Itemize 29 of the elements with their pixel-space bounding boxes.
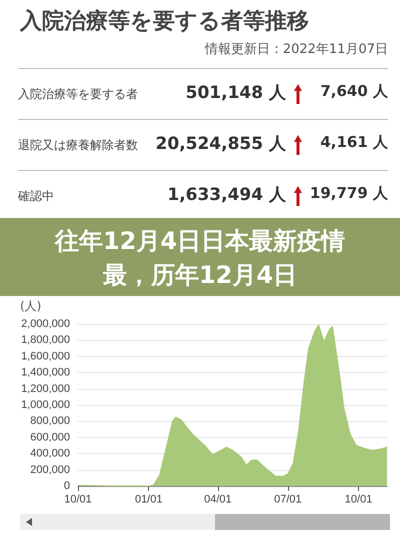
y-tick-label: 2,000,000 (21, 318, 70, 330)
y-tick-label: 1,200,000 (21, 382, 70, 395)
y-axis-title: (人) (20, 298, 42, 315)
y-tick-label: 1,000,000 (21, 399, 70, 411)
y-tick-label: 200,000 (30, 464, 70, 476)
x-tick-label: 01/01 (134, 494, 162, 506)
y-tick-label: 1,600,000 (21, 350, 70, 362)
text: 19,779 人 (310, 184, 388, 203)
y-tick-label: 0 (64, 480, 70, 492)
text: 退院又は療養解除者数 (18, 137, 138, 154)
y-tick-label: 600,000 (30, 431, 70, 444)
text: 7,640 人 (320, 82, 388, 101)
y-tick-label: 1,400,000 (21, 366, 70, 379)
text: 確認中 (18, 188, 54, 205)
text: 入院治療等を要する者 (18, 86, 138, 103)
text: 4,161 人 (320, 133, 388, 152)
y-tick-label: 800,000 (30, 415, 70, 428)
x-tick-label: 04/01 (204, 494, 232, 506)
text: 501,148 人 (186, 82, 286, 104)
x-tick-label: 10/01 (344, 494, 372, 506)
text: 1,633,494 人 (167, 184, 286, 206)
chart-title: 入院治療等を要する者等推移 (20, 8, 309, 36)
text: 20,524,855 人 (156, 133, 286, 155)
x-tick-label: 07/01 (274, 494, 302, 506)
y-tick-label: 400,000 (30, 448, 70, 460)
text: 往年12月4日日本最新疫情最，历年12月4日 (0, 218, 400, 296)
y-tick-label: 1,800,000 (21, 334, 70, 346)
x-tick-label: 10/01 (64, 494, 92, 506)
chart-subtitle: 情報更新日：2022年11月07日 (204, 41, 388, 58)
